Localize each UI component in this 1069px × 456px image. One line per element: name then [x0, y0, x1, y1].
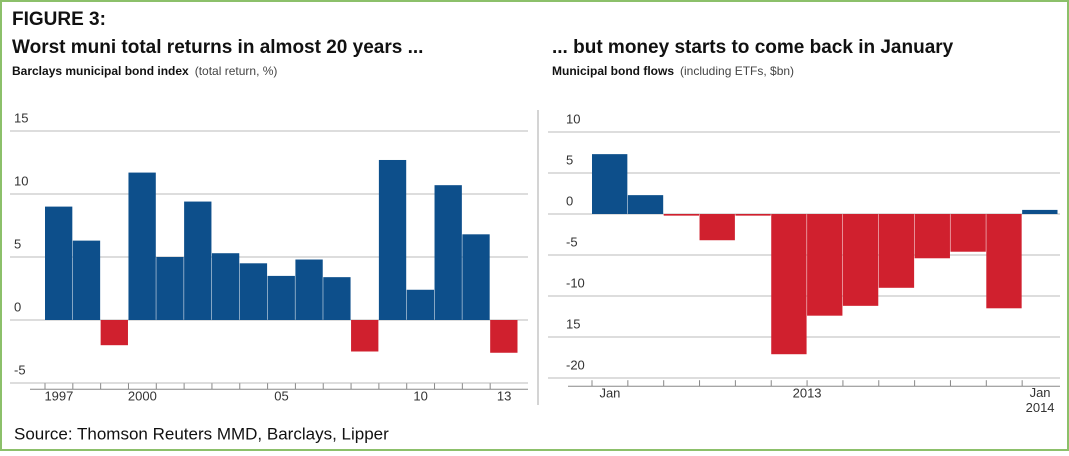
bar	[378, 159, 407, 320]
y-tick-label: 5	[566, 152, 573, 167]
figure-label: FIGURE 3:	[12, 9, 106, 30]
bar	[100, 320, 128, 346]
bar	[842, 214, 879, 306]
y-tick-label: -5	[14, 362, 26, 377]
bar	[184, 201, 212, 320]
bar	[156, 257, 184, 320]
y-tick-label: -20	[566, 357, 585, 372]
chart-subtitle: Municipal bond flows	[552, 64, 674, 78]
bar	[1022, 209, 1058, 214]
x-tick-label: 10	[413, 389, 427, 404]
source: Source: Thomson Reuters MMD, Barclays, L…	[14, 424, 389, 443]
x-tick-label: Jan 2014	[1026, 386, 1055, 416]
y-tick-label: 5	[14, 236, 21, 251]
bar	[72, 240, 101, 320]
x-year-label: 2013	[793, 386, 822, 401]
bar	[950, 214, 986, 252]
x-tick-label: 2000	[128, 389, 157, 404]
bar	[462, 234, 490, 320]
bar	[295, 259, 323, 320]
bar	[986, 214, 1022, 309]
chart-subtitle-note: (total return, %)	[195, 64, 278, 78]
bar	[627, 195, 664, 214]
bar	[128, 172, 156, 320]
x-tick-label: 05	[274, 389, 288, 404]
y-tick-label: 0	[566, 193, 573, 208]
chart-subtitle: Barclays municipal bond index	[12, 64, 189, 78]
bar	[914, 214, 950, 259]
chart-title: ... but money starts to come back in Jan…	[552, 37, 954, 58]
y-tick-label: 10	[566, 111, 580, 126]
y-tick-label: 15	[14, 110, 28, 125]
bar	[699, 214, 735, 241]
chart-title: Worst muni total returns in almost 20 ye…	[12, 37, 423, 58]
bar	[267, 275, 295, 320]
bar	[211, 253, 240, 320]
bar	[807, 214, 843, 316]
bar	[878, 214, 915, 288]
chart-subtitle-note: (including ETFs, $bn)	[680, 64, 794, 78]
bar	[735, 214, 771, 216]
bar	[434, 185, 462, 320]
bar	[663, 214, 700, 216]
bar	[351, 320, 379, 352]
y-tick-label: 15	[566, 316, 580, 331]
y-tick-label: -10	[566, 275, 585, 290]
x-tick-label: 1997	[44, 389, 73, 404]
bar	[592, 154, 628, 214]
y-tick-label: -5	[566, 234, 578, 249]
y-tick-label: 10	[14, 173, 28, 188]
bar	[45, 206, 73, 320]
x-tick-label: Jan	[599, 386, 620, 401]
bar	[323, 277, 351, 320]
bar	[239, 263, 268, 320]
y-tick-label: 0	[14, 299, 21, 314]
bar	[771, 214, 807, 355]
bar	[406, 289, 435, 320]
x-tick-label: 13	[497, 389, 511, 404]
bar	[490, 320, 518, 353]
